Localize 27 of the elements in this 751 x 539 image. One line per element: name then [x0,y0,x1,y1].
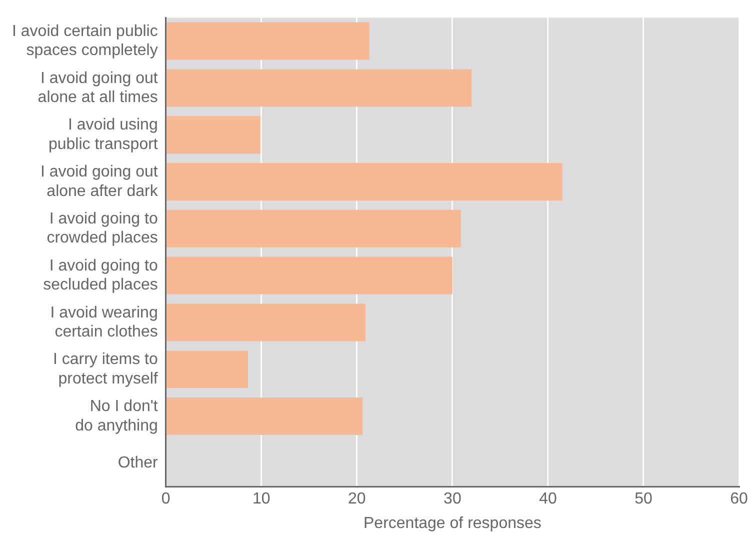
bar [166,22,370,60]
bar [166,210,462,248]
y-tick-label: I avoid certain public spaces completely [12,22,158,60]
y-tick-label: Other [118,454,159,472]
y-tick-label: I avoid going to secluded places [43,257,158,294]
x-tick-label: 40 [539,490,557,508]
bar [166,350,248,388]
bar [166,116,260,154]
x-tick-label: 60 [730,490,748,508]
x-tick-label: 0 [161,490,170,508]
bar [166,162,562,201]
y-tick-label: I avoid going out alone after dark [40,164,159,200]
x-tick-label: 50 [634,490,652,508]
y-tick-label: I carry items to protect myself [52,351,158,388]
x-tick-label: 30 [444,490,462,508]
x-axis-title: Percentage of responses [363,514,542,532]
bar [166,69,472,107]
y-tick-label: I avoid using public transport [48,116,158,153]
y-tick-label: I avoid wearing certain clothes [50,304,158,340]
y-tick-label: No I don't do anything [75,398,158,434]
y-tick-label: I avoid going to crowded places [46,210,158,247]
bar [166,304,366,342]
y-tick-label: I avoid going out alone at all times [38,70,158,106]
bar [166,256,452,294]
x-tick-label: 20 [348,490,366,508]
x-tick-label: 10 [252,490,270,508]
bar [166,397,363,436]
